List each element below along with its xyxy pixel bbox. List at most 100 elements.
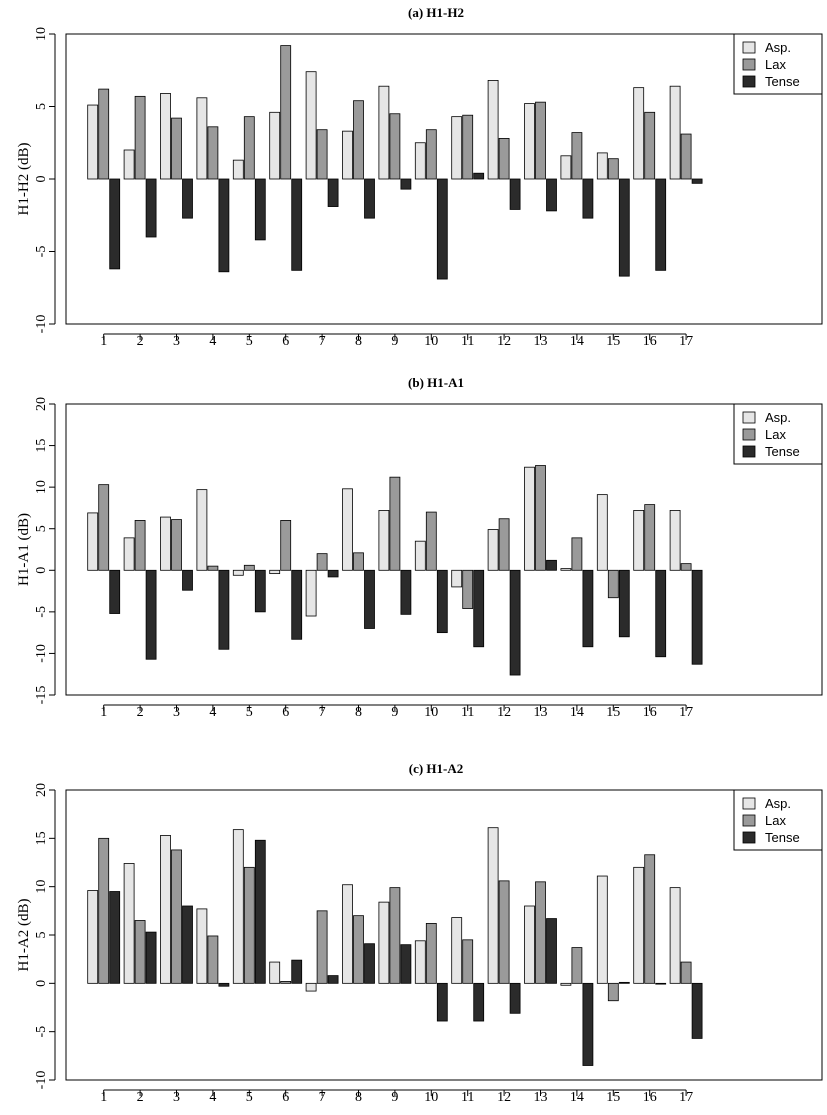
bar-lax-4 bbox=[207, 935, 219, 984]
bar-lax-7 bbox=[316, 910, 328, 984]
chart-title: (b) H1-A1 bbox=[408, 375, 464, 390]
bar-lax-14 bbox=[571, 132, 583, 180]
bar-lax-5 bbox=[243, 116, 255, 180]
x-tick-label: 9 bbox=[391, 1090, 398, 1105]
x-tick-label: 1 bbox=[100, 705, 107, 720]
legend-swatch bbox=[742, 797, 756, 810]
x-tick-label: 7 bbox=[319, 1090, 326, 1105]
bar-tense-15 bbox=[618, 569, 630, 638]
bar-lax-2 bbox=[134, 520, 146, 571]
bar-lax-3 bbox=[171, 849, 182, 984]
x-tick-label: 6 bbox=[282, 1090, 289, 1105]
x-tick-label: 2 bbox=[137, 705, 144, 720]
bar-asp-7 bbox=[305, 71, 317, 180]
x-tick-label: 16 bbox=[643, 334, 657, 349]
bar-lax-4 bbox=[207, 126, 219, 180]
legend-swatch bbox=[742, 445, 756, 458]
legend-label: Tense bbox=[765, 74, 800, 89]
bar-asp-6 bbox=[269, 961, 281, 984]
bar-lax-8 bbox=[353, 100, 364, 180]
y-tick-label: 5 bbox=[34, 932, 49, 939]
chart-title: (a) H1-H2 bbox=[408, 5, 464, 20]
bar-tense-6 bbox=[291, 178, 303, 271]
bar-tense-1 bbox=[109, 569, 121, 614]
bar-asp-11 bbox=[451, 917, 463, 984]
bar-lax-3 bbox=[171, 519, 182, 571]
bar-asp-13 bbox=[524, 103, 535, 180]
bar-lax-17 bbox=[680, 961, 692, 984]
x-tick-label: 10 bbox=[424, 705, 438, 720]
x-tick-label: 5 bbox=[246, 1090, 253, 1105]
bar-lax-3 bbox=[171, 117, 182, 180]
x-tick-label: 11 bbox=[461, 705, 474, 720]
bar-tense-4 bbox=[218, 569, 230, 650]
bar-lax-1 bbox=[98, 88, 110, 180]
bar-tense-4 bbox=[218, 178, 230, 273]
bar-tense-15 bbox=[618, 981, 630, 984]
bar-asp-1 bbox=[87, 104, 99, 180]
bar-lax-5 bbox=[243, 866, 255, 984]
bar-asp-2 bbox=[123, 863, 135, 984]
bar-lax-14 bbox=[571, 947, 583, 984]
bar-tense-2 bbox=[145, 569, 157, 660]
plot-frame bbox=[65, 33, 823, 325]
legend-swatch bbox=[742, 58, 756, 71]
bar-tense-10 bbox=[436, 569, 448, 634]
bar-asp-14 bbox=[560, 568, 572, 571]
x-tick-label: 13 bbox=[534, 334, 548, 349]
bar-tense-3 bbox=[182, 569, 193, 591]
legend-swatch bbox=[742, 831, 756, 844]
y-tick-label: 0 bbox=[34, 980, 49, 987]
bar-tense-11 bbox=[473, 569, 485, 648]
x-tick-label: 1 bbox=[100, 1090, 107, 1105]
bar-asp-2 bbox=[123, 537, 135, 571]
bar-tense-7 bbox=[327, 178, 339, 207]
bar-tense-7 bbox=[327, 569, 339, 578]
bar-tense-8 bbox=[364, 569, 375, 629]
y-tick-label: 0 bbox=[34, 567, 49, 574]
x-tick-label: 17 bbox=[679, 1090, 693, 1105]
legend-swatch bbox=[742, 428, 756, 441]
legend-swatch bbox=[742, 75, 756, 88]
bar-lax-1 bbox=[98, 837, 110, 984]
y-tick-label: 20 bbox=[34, 397, 49, 411]
plot-frame bbox=[65, 403, 823, 696]
bar-tense-12 bbox=[509, 178, 521, 210]
bar-lax-16 bbox=[644, 504, 656, 571]
bar-tense-14 bbox=[582, 178, 594, 219]
bar-asp-13 bbox=[524, 905, 535, 984]
bar-lax-8 bbox=[353, 915, 364, 984]
bar-asp-9 bbox=[378, 510, 390, 571]
bar-lax-15 bbox=[607, 982, 619, 1002]
bar-tense-17 bbox=[691, 569, 703, 665]
x-tick-label: 13 bbox=[534, 705, 548, 720]
y-tick-label: -5 bbox=[34, 606, 49, 618]
bar-tense-3 bbox=[182, 178, 193, 219]
bar-asp-3 bbox=[160, 93, 171, 180]
bar-asp-2 bbox=[123, 149, 135, 180]
bar-lax-17 bbox=[680, 563, 692, 571]
x-tick-label: 2 bbox=[137, 1090, 144, 1105]
bar-lax-13 bbox=[535, 881, 546, 984]
x-tick-label: 2 bbox=[137, 334, 144, 349]
x-tick-label: 7 bbox=[319, 705, 326, 720]
bar-asp-6 bbox=[269, 569, 281, 575]
bar-asp-9 bbox=[378, 901, 390, 984]
bar-tense-13 bbox=[546, 918, 557, 984]
bar-tense-2 bbox=[145, 931, 157, 984]
y-tick-label: -10 bbox=[34, 315, 49, 334]
legend-label: Asp. bbox=[765, 40, 791, 55]
y-tick-label: 15 bbox=[34, 439, 49, 453]
bar-tense-13 bbox=[546, 559, 557, 571]
x-tick-label: 15 bbox=[606, 1090, 620, 1105]
x-tick-label: 5 bbox=[246, 705, 253, 720]
bar-lax-15 bbox=[607, 569, 619, 599]
bar-tense-9 bbox=[400, 178, 412, 190]
x-tick-label: 8 bbox=[355, 334, 362, 349]
y-tick-label: -10 bbox=[34, 644, 49, 663]
y-tick-label: 0 bbox=[34, 176, 49, 183]
bar-lax-11 bbox=[462, 569, 474, 609]
x-tick-label: 14 bbox=[570, 334, 584, 349]
